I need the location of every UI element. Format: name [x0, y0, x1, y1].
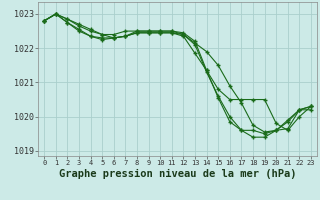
- X-axis label: Graphe pression niveau de la mer (hPa): Graphe pression niveau de la mer (hPa): [59, 169, 296, 179]
